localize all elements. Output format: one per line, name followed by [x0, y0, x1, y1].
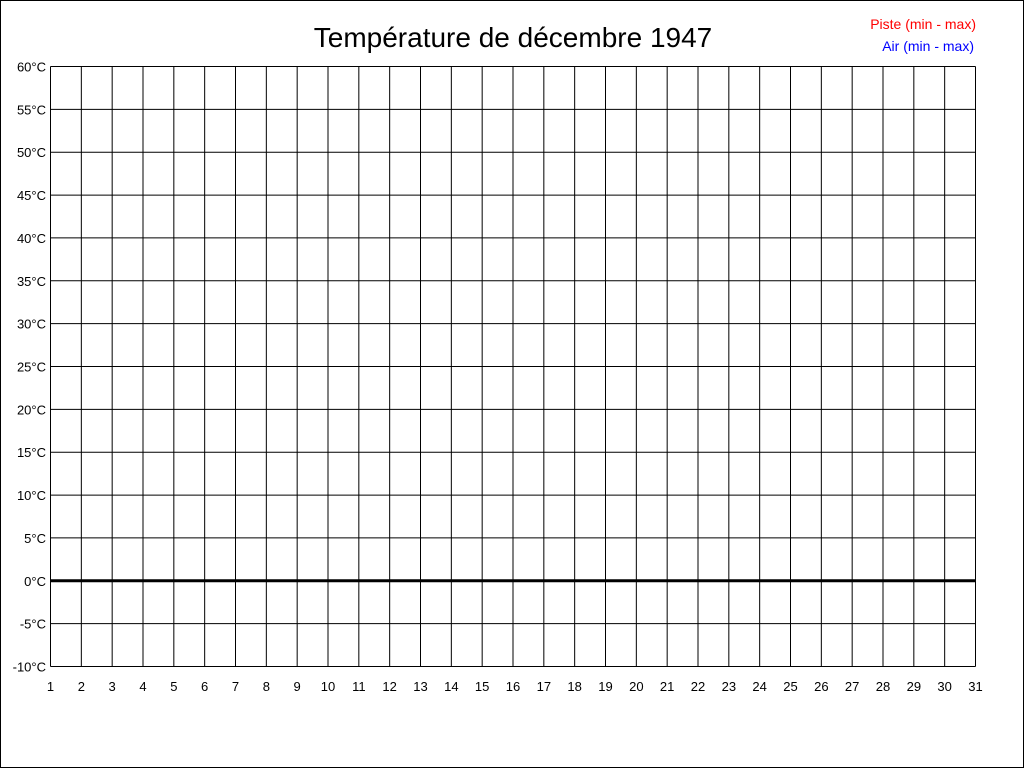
- legend-air: Air (min - max): [882, 38, 974, 54]
- x-tick-label: 15: [475, 679, 489, 694]
- x-tick-label: 30: [937, 679, 951, 694]
- y-tick-label: 5°C: [24, 531, 46, 546]
- x-tick-label: 12: [382, 679, 396, 694]
- y-tick-label: 50°C: [17, 145, 46, 160]
- x-tick-label: 5: [170, 679, 177, 694]
- x-tick-label: 14: [444, 679, 458, 694]
- y-tick-label: 45°C: [17, 188, 46, 203]
- x-tick-label: 1: [47, 679, 54, 694]
- y-tick-label: 20°C: [17, 402, 46, 417]
- x-tick-label: 19: [598, 679, 612, 694]
- y-tick-label: 15°C: [17, 445, 46, 460]
- y-tick-label: 60°C: [17, 60, 46, 75]
- x-tick-label: 16: [506, 679, 520, 694]
- x-tick-label: 24: [752, 679, 766, 694]
- y-tick-label: 40°C: [17, 231, 46, 246]
- y-tick-label: 25°C: [17, 360, 46, 375]
- y-tick-label: 35°C: [17, 274, 46, 289]
- grid: [50, 66, 976, 667]
- x-tick-label: 8: [263, 679, 270, 694]
- y-tick-label: 0°C: [24, 574, 46, 589]
- x-tick-label: 18: [567, 679, 581, 694]
- x-tick-label: 23: [722, 679, 736, 694]
- x-tick-label: 2: [78, 679, 85, 694]
- x-tick-label: 3: [109, 679, 116, 694]
- x-tick-label: 27: [845, 679, 859, 694]
- x-tick-label: 9: [294, 679, 301, 694]
- x-tick-label: 10: [321, 679, 335, 694]
- x-tick-label: 21: [660, 679, 674, 694]
- x-tick-label: 28: [876, 679, 890, 694]
- x-tick-label: 13: [413, 679, 427, 694]
- legend-piste: Piste (min - max): [870, 16, 976, 32]
- x-tick-label: 6: [201, 679, 208, 694]
- y-tick-label: 55°C: [17, 102, 46, 117]
- x-tick-label: 4: [139, 679, 146, 694]
- x-tick-label: 25: [783, 679, 797, 694]
- x-tick-label: 29: [907, 679, 921, 694]
- y-tick-label: 10°C: [17, 488, 46, 503]
- x-tick-label: 20: [629, 679, 643, 694]
- x-tick-label: 11: [352, 679, 366, 694]
- x-tick-label: 31: [968, 679, 982, 694]
- x-axis: 1 2 3 4 5 6 7 8 9 10 11 12 13 14 15 16 17 18 19 20 21 22 23 24 2…: [47, 679, 983, 694]
- y-tick-label: 30°C: [17, 317, 46, 332]
- x-tick-label: 26: [814, 679, 828, 694]
- x-tick-label: 22: [691, 679, 705, 694]
- x-tick-label: 7: [232, 679, 239, 694]
- y-tick-label: -10°C: [13, 660, 46, 675]
- x-tick-label: 17: [537, 679, 551, 694]
- y-axis: 60°C 55°C 50°C 45°C 40°C 35°C 30°C 25°C 20°C 15°C…: [13, 60, 46, 675]
- chart-title: Température de décembre 1947: [314, 22, 712, 53]
- y-tick-label: -5°C: [20, 617, 46, 632]
